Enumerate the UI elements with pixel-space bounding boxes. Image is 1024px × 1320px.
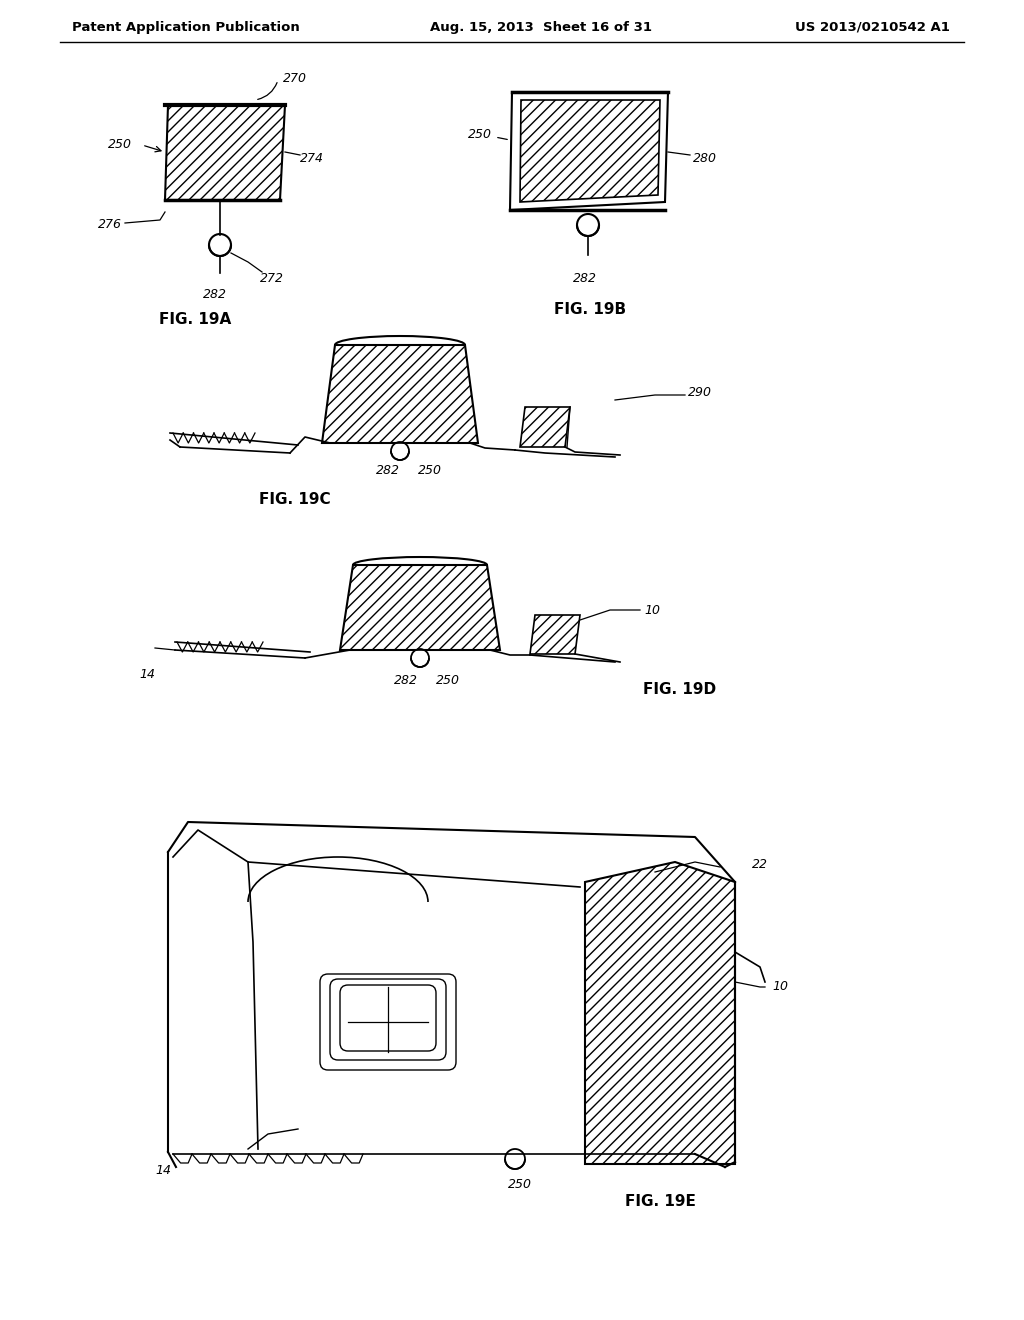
Text: FIG. 19C: FIG. 19C xyxy=(259,492,331,507)
Circle shape xyxy=(505,1148,525,1170)
Text: 282: 282 xyxy=(394,673,418,686)
Polygon shape xyxy=(165,106,285,201)
Circle shape xyxy=(391,442,409,459)
Polygon shape xyxy=(585,862,735,1164)
Text: US 2013/0210542 A1: US 2013/0210542 A1 xyxy=(795,21,950,33)
Polygon shape xyxy=(520,407,570,447)
Text: 10: 10 xyxy=(772,981,788,994)
Text: 282: 282 xyxy=(203,289,227,301)
Text: 14: 14 xyxy=(139,668,155,681)
Text: FIG. 19B: FIG. 19B xyxy=(554,302,626,318)
Text: FIG. 19E: FIG. 19E xyxy=(625,1193,695,1209)
Text: Patent Application Publication: Patent Application Publication xyxy=(72,21,300,33)
Circle shape xyxy=(411,649,429,667)
Polygon shape xyxy=(340,565,500,649)
Text: FIG. 19A: FIG. 19A xyxy=(159,313,231,327)
Text: 250: 250 xyxy=(508,1177,532,1191)
Text: 250: 250 xyxy=(108,139,132,152)
Text: FIG. 19D: FIG. 19D xyxy=(643,682,717,697)
Text: 14: 14 xyxy=(155,1163,171,1176)
Text: 290: 290 xyxy=(688,387,712,400)
Text: 282: 282 xyxy=(573,272,597,285)
Text: 280: 280 xyxy=(693,152,717,165)
Text: 250: 250 xyxy=(436,673,460,686)
Text: Aug. 15, 2013  Sheet 16 of 31: Aug. 15, 2013 Sheet 16 of 31 xyxy=(430,21,652,33)
Circle shape xyxy=(209,234,231,256)
Text: 276: 276 xyxy=(98,219,122,231)
Text: 282: 282 xyxy=(376,465,400,478)
Text: 270: 270 xyxy=(283,71,307,84)
Circle shape xyxy=(577,214,599,236)
FancyBboxPatch shape xyxy=(319,974,456,1071)
Text: 272: 272 xyxy=(260,272,284,285)
Text: 10: 10 xyxy=(644,603,660,616)
Polygon shape xyxy=(530,615,580,653)
Polygon shape xyxy=(520,100,660,202)
Polygon shape xyxy=(510,92,668,210)
Text: 250: 250 xyxy=(418,465,442,478)
Text: 22: 22 xyxy=(752,858,768,870)
Text: 274: 274 xyxy=(300,152,324,165)
Text: 250: 250 xyxy=(468,128,492,141)
Polygon shape xyxy=(322,345,478,444)
